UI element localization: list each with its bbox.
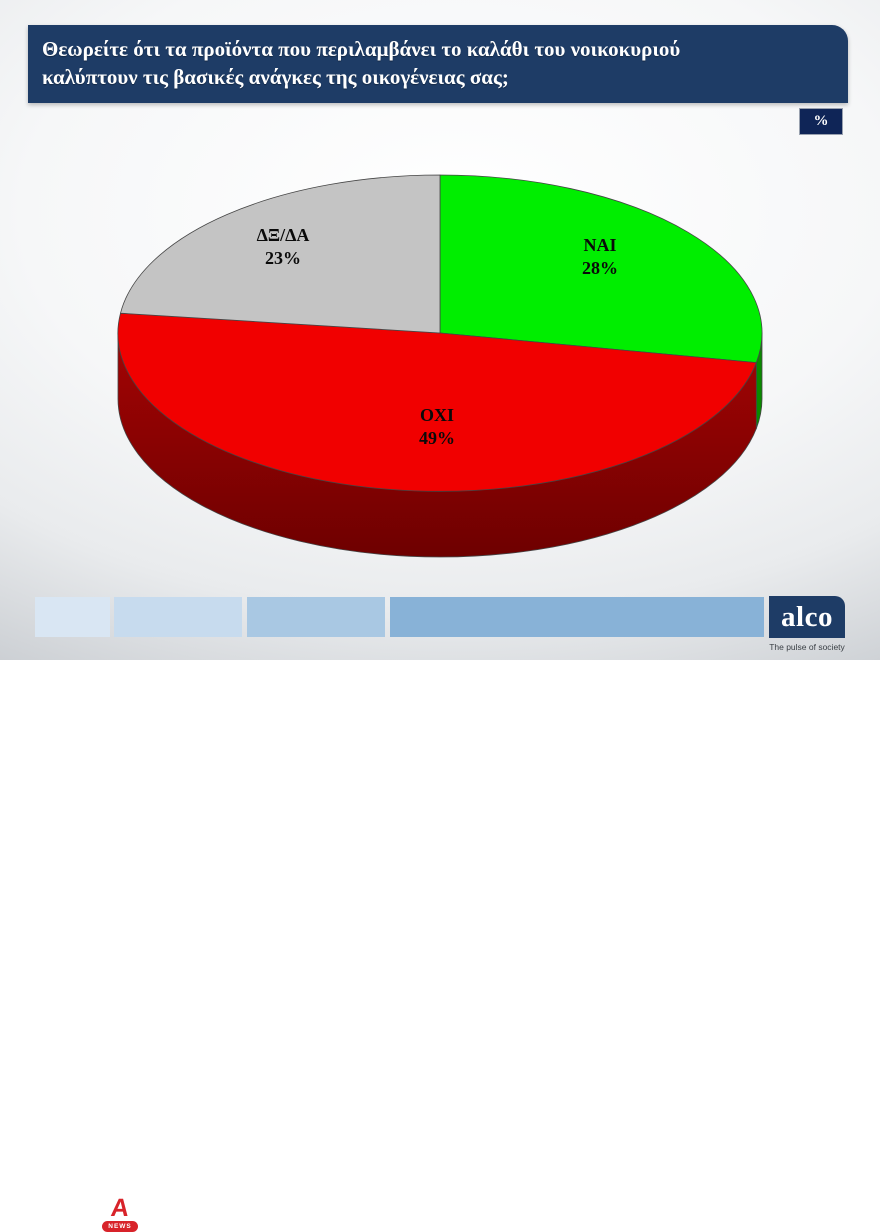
- alpha-letter-icon: A: [109, 1194, 131, 1222]
- pie-slice-0: [439, 174, 763, 363]
- footer-box-3: [247, 597, 385, 637]
- pie-label-oxi-text: ΟΧΙ: [419, 405, 454, 425]
- pie-label-nai: ΝΑΙ 28%: [535, 234, 665, 280]
- pie-label-nai-value: 28%: [582, 258, 618, 278]
- pie-label-oxi: ΟΧΙ 49%: [372, 404, 502, 450]
- pie-label-nai-text: ΝΑΙ: [583, 235, 617, 255]
- pie-chart: [117, 174, 763, 558]
- question-banner: Θεωρείτε ότι τα προϊόντα που περιλαμβάνε…: [28, 25, 848, 103]
- alpha-news-logo: A NEWS: [96, 1194, 144, 1232]
- alco-tagline: The pulse of society: [769, 642, 845, 652]
- question-line2: καλύπτουν τις βασικές ανάγκες της οικογέ…: [42, 65, 509, 90]
- footer-box-4: [390, 597, 764, 637]
- alpha-news-pill: NEWS: [102, 1221, 138, 1232]
- footer-box-alpha: A NEWS: [35, 597, 138, 1232]
- pie-label-dxda-text: ΔΞ/ΔΑ: [256, 225, 310, 245]
- pie-label-dxda-value: 23%: [265, 248, 301, 268]
- alco-logo: alco: [769, 596, 845, 638]
- question-line1: Θεωρείτε ότι τα προϊόντα που περιλαμβάνε…: [42, 37, 681, 61]
- pie-slice-2: [120, 174, 441, 334]
- footer-box-2: [114, 597, 242, 637]
- pie-slice-1: [117, 312, 757, 492]
- percent-badge: %: [799, 108, 843, 135]
- pie-label-oxi-value: 49%: [419, 428, 455, 448]
- pie-label-dxda: ΔΞ/ΔΑ 23%: [218, 224, 348, 270]
